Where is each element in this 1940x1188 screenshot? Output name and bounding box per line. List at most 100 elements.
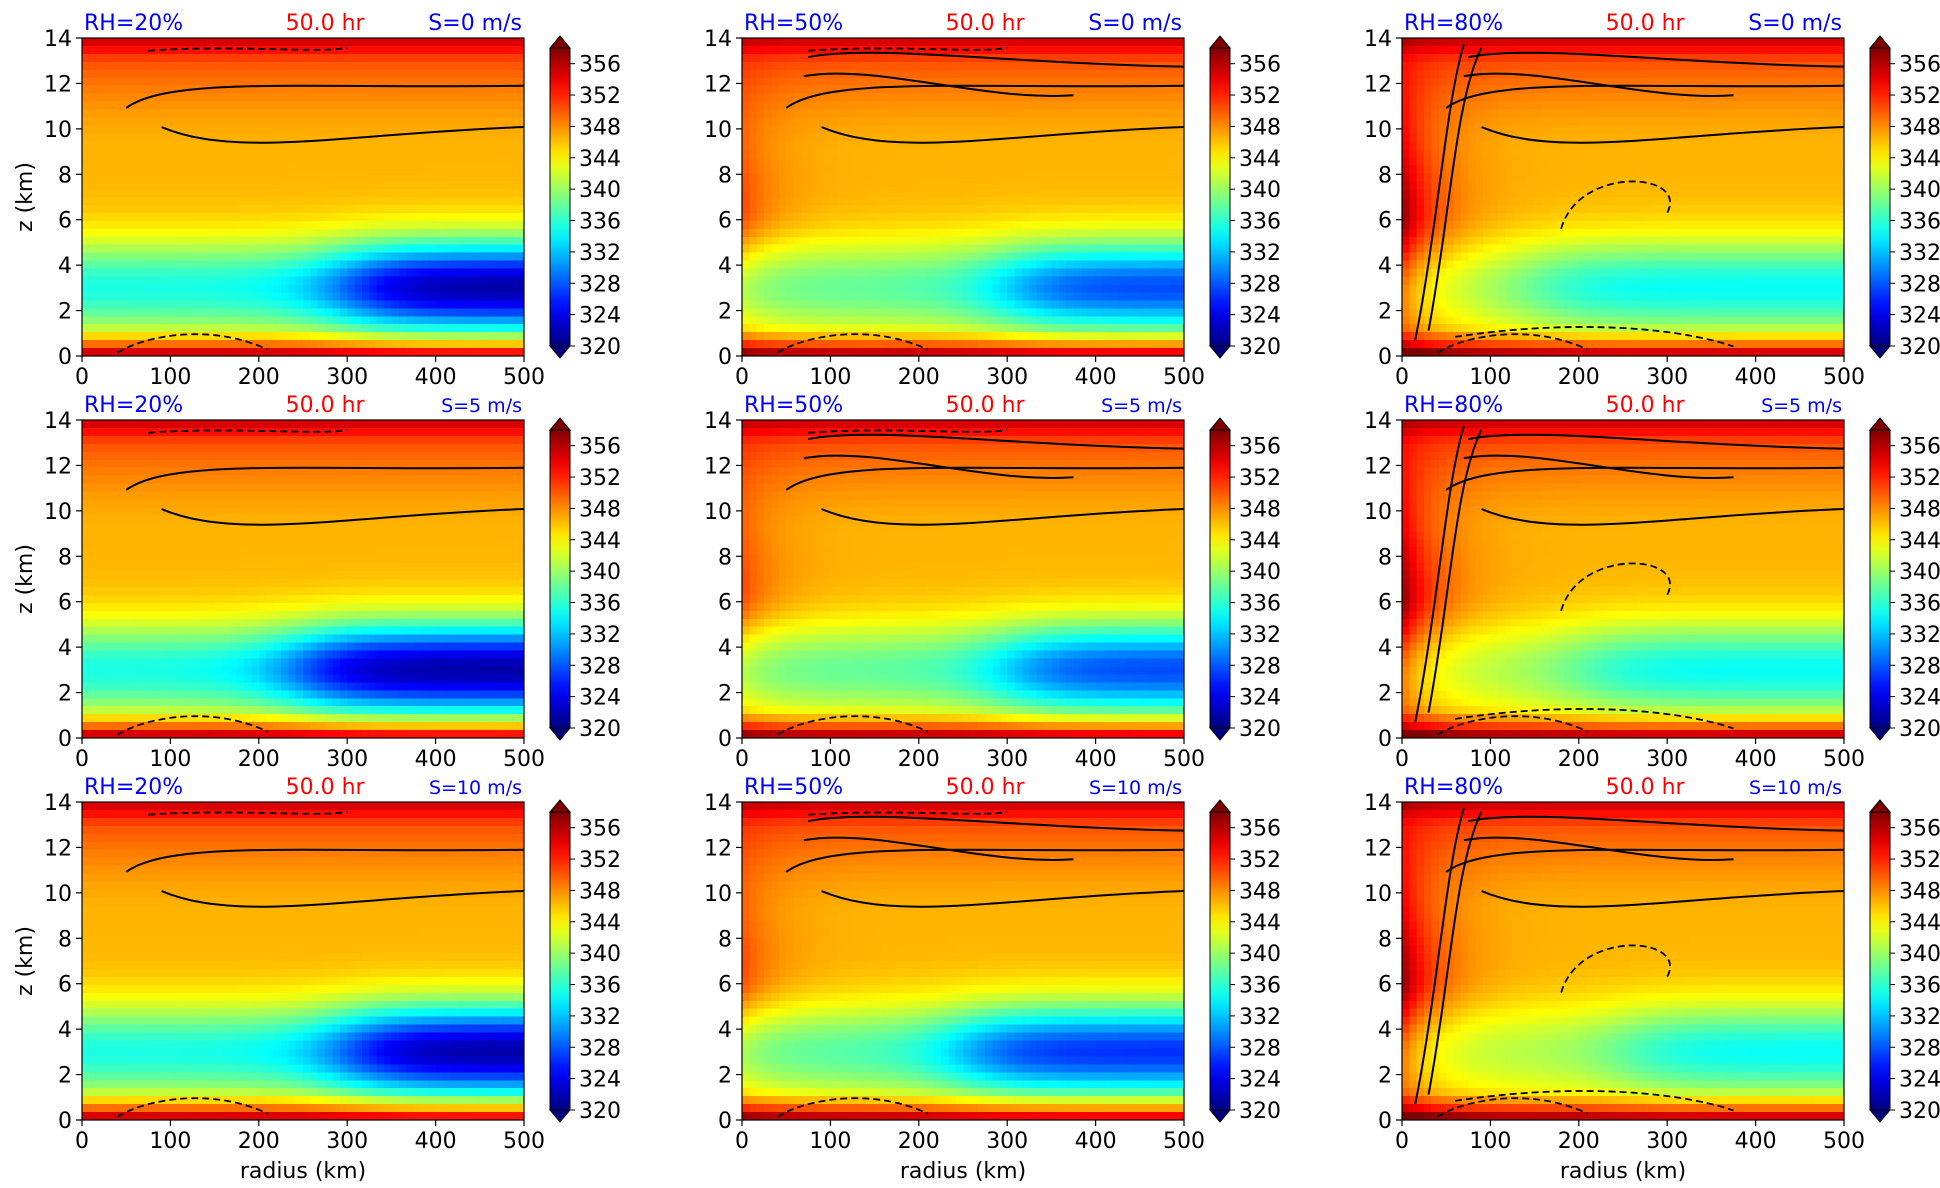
heatmap-cell — [1029, 252, 1038, 262]
heatmap-cell — [111, 244, 120, 254]
heatmap-cell — [347, 300, 356, 309]
heatmap-cell — [955, 141, 964, 150]
heatmap-cell — [1036, 38, 1045, 47]
heatmap-cell — [1029, 260, 1038, 270]
heatmap-cell — [1176, 252, 1185, 262]
heatmap-cell — [509, 308, 518, 317]
heatmap-cell — [1080, 38, 1089, 47]
heatmap-cell — [1132, 133, 1141, 142]
heatmap-cell — [479, 276, 488, 286]
heatmap-cell — [837, 220, 846, 230]
heatmap-cell — [940, 109, 949, 119]
heatmap-cell — [786, 189, 795, 198]
heatmap-cell — [1080, 61, 1089, 71]
heatmap-cell — [742, 165, 750, 174]
heatmap-cell — [1029, 141, 1038, 150]
heatmap-cell — [428, 53, 437, 63]
heatmap-cell — [904, 69, 913, 79]
heatmap-cell — [494, 252, 503, 262]
heatmap-cell — [756, 260, 765, 270]
heatmap-cell — [1007, 228, 1016, 238]
heatmap-cell — [199, 228, 208, 238]
heatmap-cell — [1139, 149, 1148, 158]
heatmap-cell — [310, 117, 319, 127]
heatmap-cell — [778, 220, 787, 230]
heatmap-cell — [1132, 77, 1141, 87]
heatmap-cell — [793, 101, 802, 111]
heatmap-cell — [999, 85, 1008, 95]
heatmap-cell — [288, 125, 297, 134]
heatmap-cell — [406, 133, 415, 142]
heatmap-cell — [1029, 38, 1038, 47]
heatmap-cell — [207, 204, 216, 214]
heatmap-cell — [1139, 268, 1148, 278]
heatmap-cell — [310, 340, 319, 349]
heatmap-cell — [1102, 292, 1111, 301]
heatmap-cell — [742, 117, 750, 127]
heatmap-cell — [911, 316, 920, 325]
heatmap-cell — [398, 38, 407, 47]
heatmap-cell — [830, 38, 839, 47]
heatmap-cell — [413, 268, 422, 278]
heatmap-cell — [1125, 276, 1134, 286]
heatmap-cell — [1080, 252, 1089, 262]
heatmap-cell — [273, 324, 282, 333]
heatmap-cell — [1110, 189, 1119, 198]
heatmap-cell — [428, 276, 437, 286]
heatmap-cell — [859, 85, 868, 95]
heatmap-cell — [992, 316, 1001, 325]
heatmap-cell — [1014, 276, 1023, 286]
heatmap-cell — [266, 109, 275, 119]
heatmap-cell — [442, 133, 451, 142]
heatmap-cell — [501, 149, 510, 158]
heatmap-cell — [192, 340, 201, 349]
heatmap-cell — [1169, 324, 1178, 333]
heatmap-cell — [896, 53, 905, 63]
heatmap-cell — [450, 220, 459, 230]
heatmap-cell — [933, 45, 942, 55]
heatmap-cell — [1036, 53, 1045, 63]
heatmap-cell — [155, 252, 164, 262]
heatmap-cell — [963, 300, 971, 309]
heatmap-cell — [999, 165, 1008, 174]
heatmap-cell — [170, 109, 179, 119]
heatmap-cell — [118, 149, 127, 158]
heatmap-cell — [852, 276, 861, 286]
heatmap-cell — [1161, 165, 1170, 174]
heatmap-cell — [1058, 316, 1067, 325]
heatmap-cell — [325, 117, 334, 127]
heatmap-cell — [793, 300, 802, 309]
heatmap-cell — [413, 53, 422, 63]
heatmap-cell — [185, 45, 194, 55]
heatmap-cell — [450, 236, 459, 246]
heatmap-cell — [332, 220, 341, 230]
heatmap-cell — [133, 53, 142, 63]
heatmap-cell — [1080, 332, 1089, 341]
heatmap-cell — [889, 141, 898, 150]
heatmap-cell — [1139, 316, 1148, 325]
heatmap-cell — [1176, 109, 1185, 119]
heatmap-cell — [354, 220, 363, 230]
heatmap-cell — [339, 276, 348, 286]
heatmap-cell — [148, 85, 157, 95]
heatmap-cell — [310, 141, 319, 150]
heatmap-cell — [926, 38, 935, 47]
heatmap-cell — [361, 109, 370, 119]
heatmap-cell — [1110, 228, 1119, 238]
heatmap-cell — [837, 93, 846, 103]
heatmap-cell — [428, 77, 437, 87]
heatmap-cell — [221, 212, 230, 222]
heatmap-cell — [778, 117, 787, 127]
heatmap-cell — [1051, 276, 1060, 286]
heatmap-cell — [955, 348, 964, 357]
heatmap-cell — [940, 165, 949, 174]
y-tick-label: 0 — [58, 345, 72, 370]
heatmap-cell — [1088, 348, 1097, 357]
heatmap-cell — [126, 236, 135, 246]
heatmap-cell — [111, 173, 120, 182]
heatmap-cell — [1036, 173, 1045, 182]
heatmap-cell — [244, 348, 253, 357]
heatmap-cell — [118, 109, 127, 119]
heatmap-cell — [104, 292, 113, 301]
